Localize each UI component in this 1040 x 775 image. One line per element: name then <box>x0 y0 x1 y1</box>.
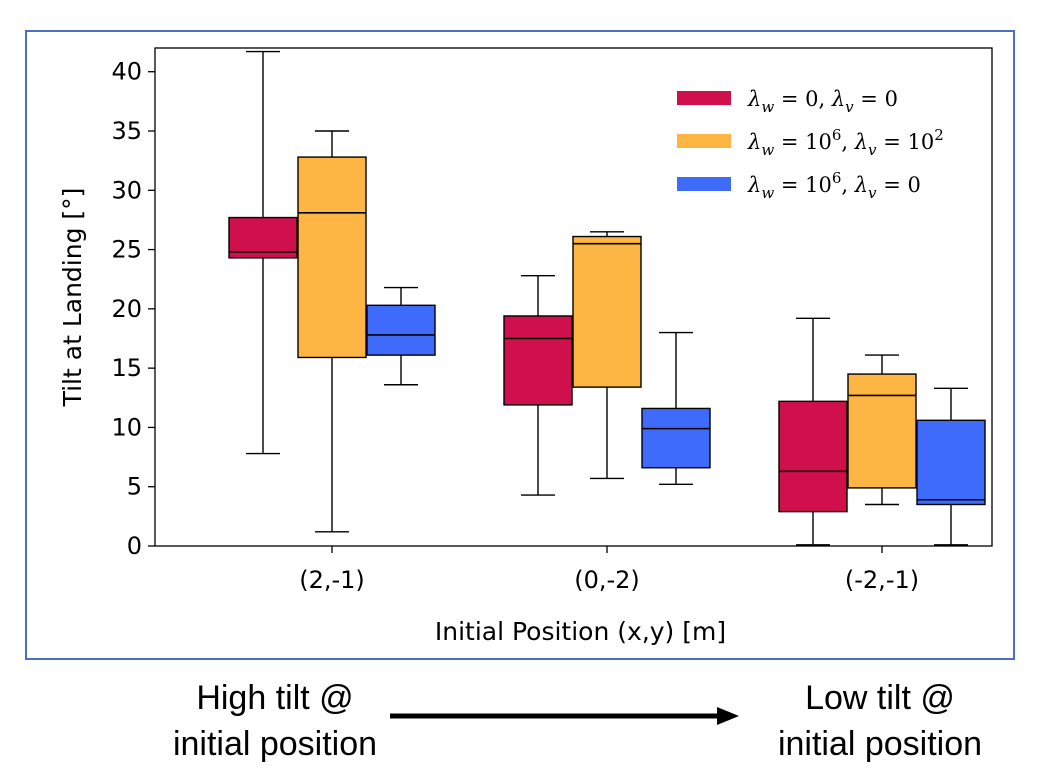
x-axis-label: Initial Position (x,y) [m] <box>435 617 726 646</box>
right-arrow-icon <box>390 707 739 725</box>
y-tick-label: 0 <box>127 532 142 560</box>
legend-swatch <box>677 91 731 105</box>
box-iqr <box>297 156 367 359</box>
box-iqr <box>503 315 573 406</box>
y-tick-label: 35 <box>111 117 142 145</box>
legend-entry-label: λw = 106, λv = 102 <box>747 126 944 159</box>
chart-frame: 0 5 10 15 20 25 30 35 40 (2,-1) (0,-2) (-2,-1) Initi… <box>25 30 1015 660</box>
high-tilt-caption: High tilt @ initial position <box>130 675 420 767</box>
low-tilt-caption: Low tilt @ initial position <box>725 675 1035 767</box>
x-tick-label: (0,-2) <box>574 566 640 594</box>
x-tick-label: (2,-1) <box>299 566 365 594</box>
legend-swatch <box>677 177 731 191</box>
y-tick-label: 10 <box>111 413 142 441</box>
plot-area-border <box>154 47 993 547</box>
low-tilt-caption-line1: Low tilt @ <box>805 679 955 717</box>
y-tick-label: 25 <box>111 236 142 264</box>
y-axis-label: Tilt at Landing [°] <box>58 188 87 408</box>
box-iqr <box>641 407 711 469</box>
y-tick-label: 40 <box>111 58 142 86</box>
legend-entry-label: λw = 106, λv = 0 <box>747 169 921 202</box>
box-iqr <box>572 235 642 388</box>
box-iqr <box>366 304 436 356</box>
y-tick-label: 20 <box>111 295 142 323</box>
box-iqr <box>916 419 986 506</box>
box-iqr <box>847 373 917 489</box>
y-tick-label: 5 <box>127 473 142 501</box>
low-tilt-caption-line2: initial position <box>777 725 983 763</box>
legend-swatch <box>677 134 731 148</box>
box-iqr <box>778 400 848 513</box>
x-tick-label: (-2,-1) <box>845 566 919 594</box>
y-tick-label: 30 <box>111 176 142 204</box>
high-tilt-caption-line1: High tilt @ <box>196 679 354 717</box>
y-tick-label: 15 <box>111 354 142 382</box>
box-plot-chart: 0 5 10 15 20 25 30 35 40 (2,-1) (0,-2) (-2,-1) Initi… <box>58 47 993 646</box>
high-tilt-caption-line2: initial position <box>172 725 378 763</box>
legend-entry-label: λw = 0, λv = 0 <box>747 87 898 116</box>
